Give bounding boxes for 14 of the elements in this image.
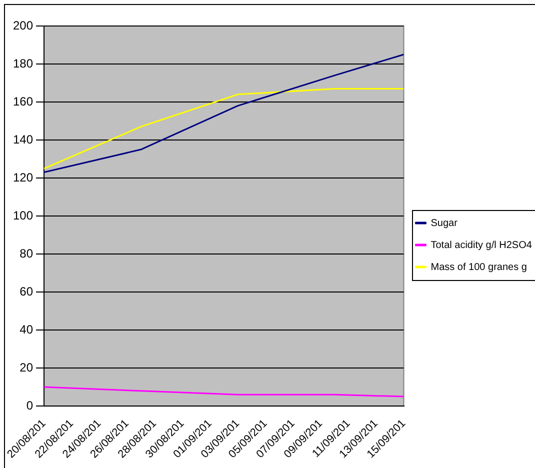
y-tick-label: 60 bbox=[20, 284, 34, 298]
y-tick-label: 20 bbox=[20, 360, 34, 374]
legend-label: Mass of 100 granes g bbox=[430, 262, 527, 273]
y-tick-label: 140 bbox=[12, 132, 34, 146]
legend-label: Total acidity g/l H2SO4 bbox=[430, 240, 532, 251]
y-tick-label: 200 bbox=[12, 18, 34, 32]
y-tick-label: 120 bbox=[12, 170, 34, 184]
y-tick-label: 100 bbox=[12, 208, 34, 222]
y-tick-label: 40 bbox=[20, 322, 34, 336]
y-tick-label: 80 bbox=[20, 246, 34, 260]
legend-label: Sugar bbox=[430, 218, 458, 229]
y-tick-label: 160 bbox=[12, 94, 34, 108]
y-tick-label: 180 bbox=[12, 56, 34, 70]
y-tick-label: 0 bbox=[26, 398, 34, 412]
